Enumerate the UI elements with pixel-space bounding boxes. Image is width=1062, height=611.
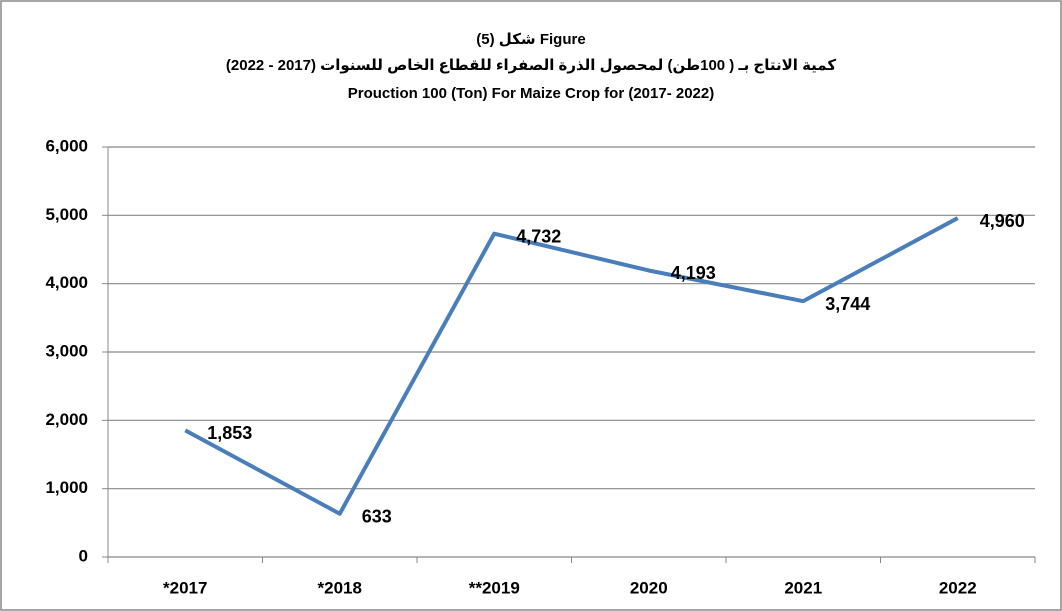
x-tick-label: 2020 bbox=[630, 578, 668, 597]
y-tick-label: 0 bbox=[79, 546, 88, 565]
chart-title: كمية الانتاج بـ ( 100طن) لمحصول الذرة ال… bbox=[226, 57, 836, 74]
data-label: 4,732 bbox=[516, 226, 561, 246]
data-label: 3,744 bbox=[825, 294, 870, 314]
chart-title: Prouction 100 (Ton) For Maize Crop for (… bbox=[348, 85, 714, 102]
data-label: 4,960 bbox=[980, 211, 1025, 231]
y-tick-label: 6,000 bbox=[45, 136, 88, 155]
y-tick-label: 3,000 bbox=[45, 341, 88, 360]
x-tick-label: *2018 bbox=[318, 578, 362, 597]
x-tick-label: 2022 bbox=[939, 578, 977, 597]
x-tick-label: *2017 bbox=[163, 578, 207, 597]
y-tick-label: 4,000 bbox=[45, 273, 88, 292]
y-tick-label: 5,000 bbox=[45, 205, 88, 224]
chart-title: شكل (5) Figure bbox=[476, 31, 585, 48]
line-series bbox=[184, 216, 959, 516]
x-tick-label: **2019 bbox=[469, 578, 520, 597]
data-label: 4,193 bbox=[671, 263, 716, 283]
y-tick-label: 1,000 bbox=[45, 478, 88, 497]
data-label: 633 bbox=[362, 506, 392, 526]
data-label: 1,853 bbox=[207, 423, 252, 443]
x-tick-label: 2021 bbox=[784, 578, 822, 597]
y-tick-label: 2,000 bbox=[45, 410, 88, 429]
